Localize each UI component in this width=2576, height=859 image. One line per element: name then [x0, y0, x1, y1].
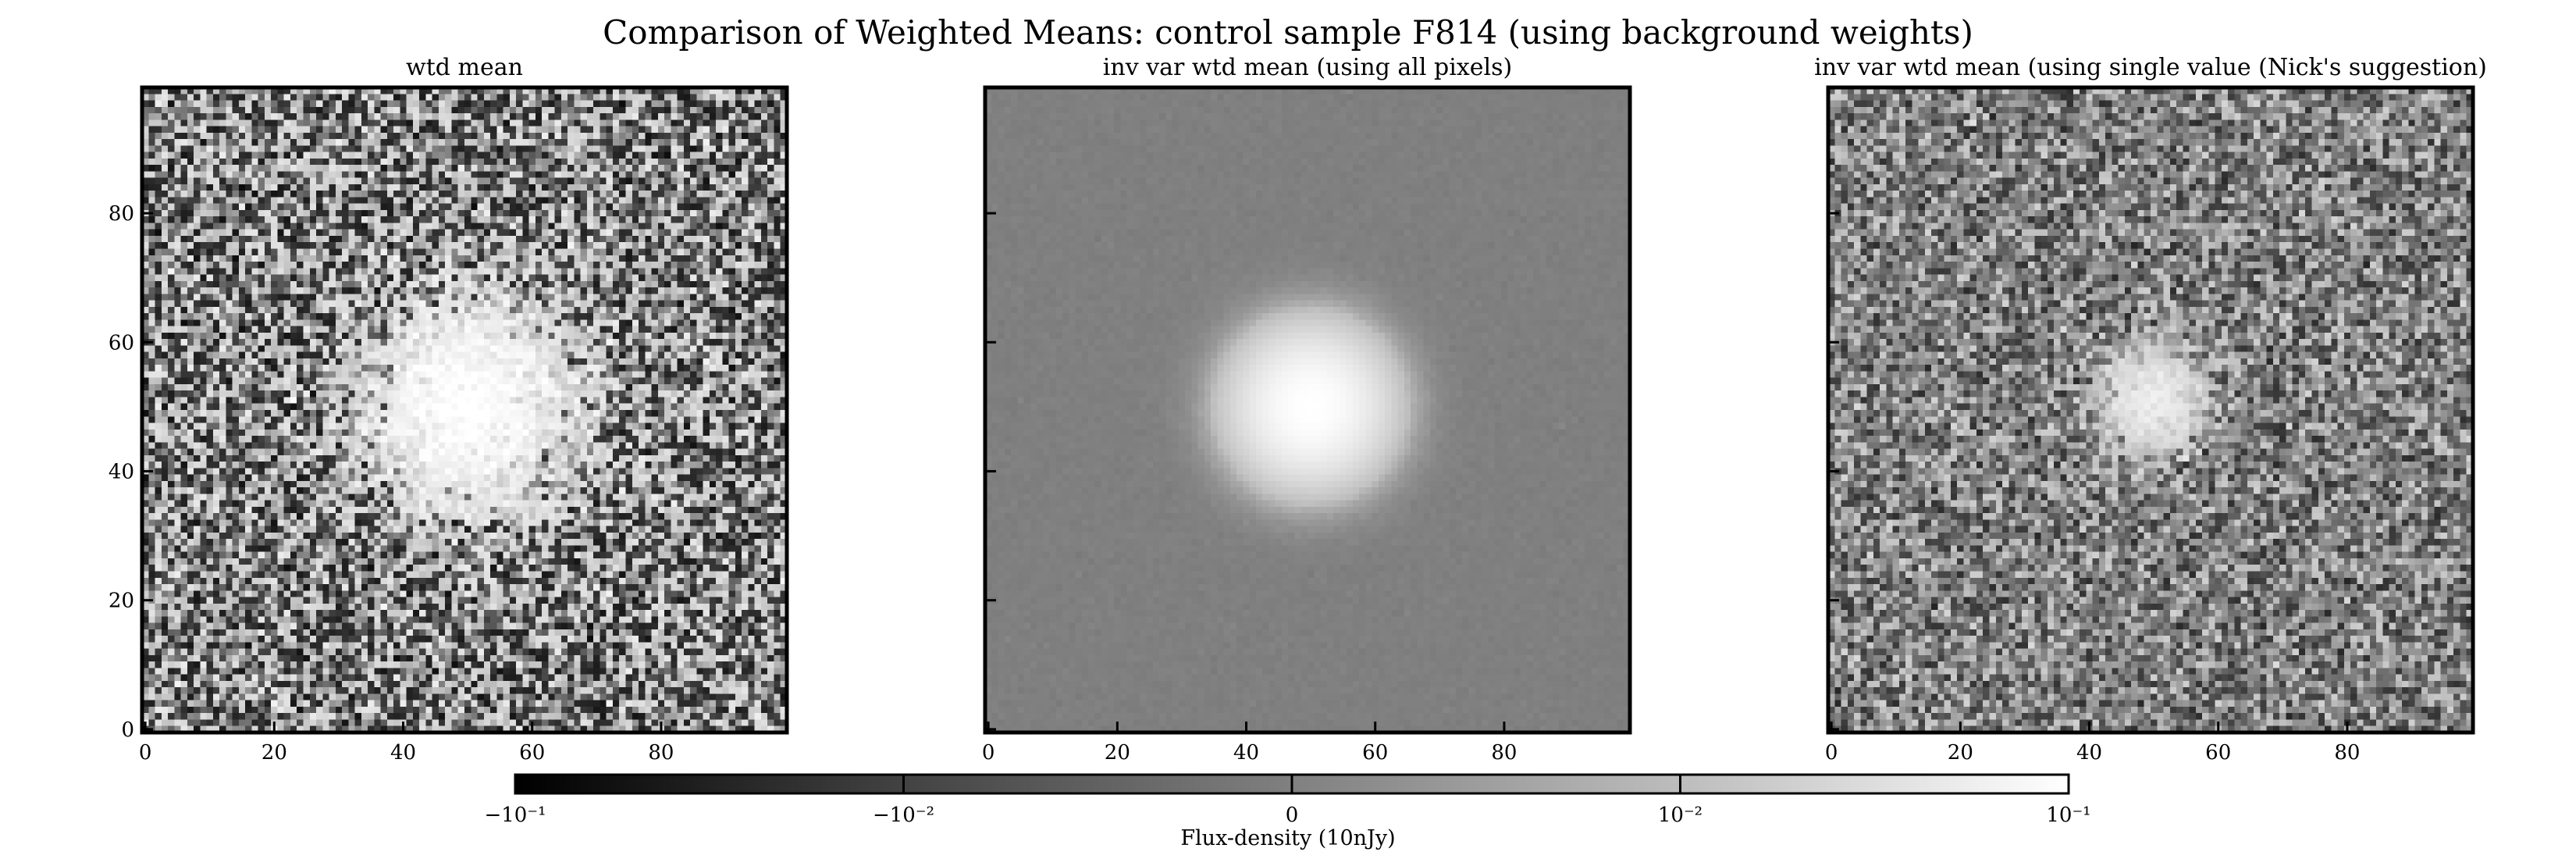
colorbar-tick-label: −10⁻²	[873, 804, 934, 827]
axes-frame	[983, 85, 1632, 735]
heatmap-image	[985, 87, 1630, 732]
figure-title: Comparison of Weighted Means: control sa…	[603, 13, 1973, 52]
x-tick-label: 40	[1233, 741, 1259, 765]
panel-2: inv var wtd mean (using all pixels) 0 20 40…	[982, 54, 1632, 765]
x-tick-label: 0	[139, 741, 152, 765]
x-tick-label: 40	[390, 741, 416, 765]
x-tick-label: 80	[2334, 741, 2360, 765]
x-tick-label: 60	[519, 741, 545, 765]
panel-3: inv var wtd mean (using single value (Ni…	[1814, 54, 2487, 765]
x-tick-label: 40	[2076, 741, 2102, 765]
x-tick-label: 60	[1362, 741, 1388, 765]
x-tick-label: 20	[1105, 741, 1130, 765]
colorbar: −10⁻¹ −10⁻² 0 10⁻² 10⁻¹ Flux-density (10nJy)	[484, 773, 2091, 850]
colorbar-tick-label: 10⁻²	[1658, 804, 1703, 827]
y-tick-label: 60	[109, 331, 134, 355]
x-tick-label: 20	[1948, 741, 1973, 765]
x-tick-label: 0	[1825, 741, 1838, 765]
y-tick-label: 40	[109, 460, 134, 483]
x-tick-label: 60	[2205, 741, 2231, 765]
y-tick-label: 0	[121, 718, 134, 742]
axes-frame	[140, 85, 789, 735]
x-tick-label: 80	[648, 741, 674, 765]
panel-title: inv var wtd mean (using single value (Ni…	[1814, 54, 2487, 81]
x-tick-label: 80	[1491, 741, 1517, 765]
colorbar-tick-label: 0	[1286, 804, 1299, 827]
x-tick-label: 20	[262, 741, 287, 765]
y-tick-label: 20	[109, 590, 134, 613]
panel-title: wtd mean	[406, 54, 523, 81]
colorbar-tick-label: 10⁻¹	[2046, 804, 2090, 827]
axes-frame	[1826, 85, 2475, 735]
heatmap-image	[142, 87, 787, 732]
heatmap-image	[1828, 87, 2473, 732]
panel-1: wtd mean 0 20 40 60 80 0 20 40 60 80	[109, 54, 789, 765]
panel-title: inv var wtd mean (using all pixels)	[1103, 54, 1512, 81]
colorbar-label: Flux-density (10nJy)	[1180, 826, 1395, 850]
x-tick-label: 0	[982, 741, 995, 765]
colorbar-tick-label: −10⁻¹	[484, 804, 546, 827]
y-tick-label: 80	[109, 202, 134, 226]
